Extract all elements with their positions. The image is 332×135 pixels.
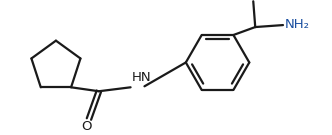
Text: HN: HN: [131, 71, 151, 84]
Text: O: O: [82, 120, 92, 134]
Text: NH₂: NH₂: [285, 18, 310, 31]
